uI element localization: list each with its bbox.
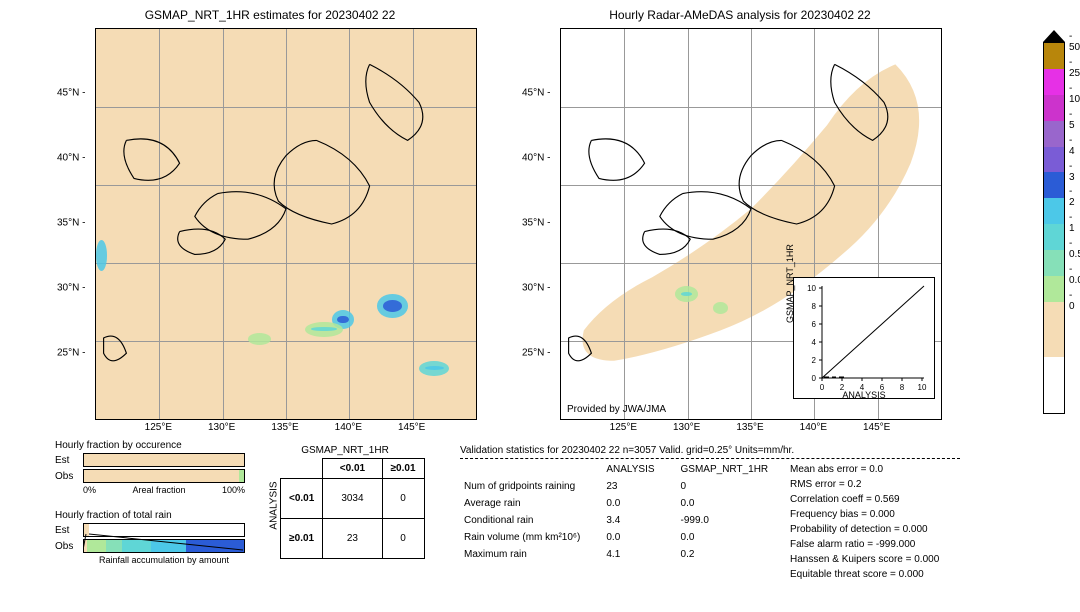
svg-text:2: 2 <box>812 356 817 365</box>
ctable-col-header: GSMAP_NRT_1HR <box>270 445 420 456</box>
gridline <box>223 29 224 419</box>
occ-xright: 100% <box>222 485 245 495</box>
occ-xleft: 0% <box>83 485 96 495</box>
gridline <box>413 29 414 419</box>
inset-ylabel: GSMAP_NRT_1HR <box>785 244 795 323</box>
svg-text:10: 10 <box>807 284 816 293</box>
figure-root: GSMAP_NRT_1HR estimates for 20230402 22 <box>0 0 1080 612</box>
ct-col1: ≥0.01 <box>382 459 424 479</box>
gridline <box>624 29 625 419</box>
validation-table: ANALYSISGSMAP_NRT_1HR Num of gridpoints … <box>450 460 782 564</box>
ct-cell: 0 <box>382 519 424 559</box>
colorbar-body <box>1043 42 1065 414</box>
inset-svg: 0246810 0246810 <box>794 278 934 398</box>
gridline <box>349 29 350 419</box>
hourly-occurrence-title: Hourly fraction by occurence <box>55 440 245 451</box>
dash-line <box>460 458 960 459</box>
occ-xlabel: Areal fraction <box>96 485 222 495</box>
svg-text:4: 4 <box>812 338 817 347</box>
contingency-table: <0.01≥0.01 <0.0130340 ≥0.01230 <box>280 458 425 559</box>
map2-title: Hourly Radar-AMeDAS analysis for 2023040… <box>540 8 940 22</box>
ct-cell: 3034 <box>323 479 382 519</box>
vcol2: GSMAP_NRT_1HR <box>669 462 781 477</box>
ct-row0: <0.01 <box>281 479 323 519</box>
vcol1: ANALYSIS <box>594 462 666 477</box>
gridline <box>688 29 689 419</box>
gridline <box>159 29 160 419</box>
ctable-row-header: ANALYSIS <box>269 481 280 529</box>
ct-row1: ≥0.01 <box>281 519 323 559</box>
gridline <box>751 29 752 419</box>
colorbar: - 50- 25- 10- 5- 4- 3- 2- 1- 0.5- 0.01- … <box>1043 30 1065 420</box>
vcol0 <box>452 462 592 477</box>
ct-cell: 0 <box>382 479 424 519</box>
hourly-total-panel: Hourly fraction of total rain EstObs Rai… <box>55 510 245 565</box>
map2-bg: 0246810 0246810 ANALYSIS GSMAP_NRT_1HR P… <box>561 29 941 419</box>
svg-text:8: 8 <box>812 302 817 311</box>
map1-title: GSMAP_NRT_1HR estimates for 20230402 22 <box>70 8 470 22</box>
ct-cell: 23 <box>323 519 382 559</box>
validation-title: Validation statistics for 20230402 22 n=… <box>460 445 794 456</box>
ct-col0: <0.01 <box>323 459 382 479</box>
map1-panel <box>95 28 477 420</box>
svg-text:6: 6 <box>812 320 817 329</box>
svg-text:0: 0 <box>812 374 817 383</box>
metrics-list: Mean abs error = 0.0RMS error = 0.2Corre… <box>790 462 939 582</box>
inset-scatter: 0246810 0246810 ANALYSIS GSMAP_NRT_1HR <box>793 277 935 399</box>
hourly-total-title: Hourly fraction of total rain <box>55 510 245 521</box>
provided-by: Provided by JWA/JMA <box>567 404 666 415</box>
map2-panel: 0246810 0246810 ANALYSIS GSMAP_NRT_1HR P… <box>560 28 942 420</box>
hourly-total-sub: Rainfall accumulation by amount <box>83 555 245 565</box>
map1-bg <box>96 29 476 419</box>
colorbar-arrow-top <box>1043 30 1065 42</box>
inset-xlabel: ANALYSIS <box>794 390 934 400</box>
gridline <box>286 29 287 419</box>
hourly-occurrence-panel: Hourly fraction by occurence EstObs 0%Ar… <box>55 440 245 495</box>
